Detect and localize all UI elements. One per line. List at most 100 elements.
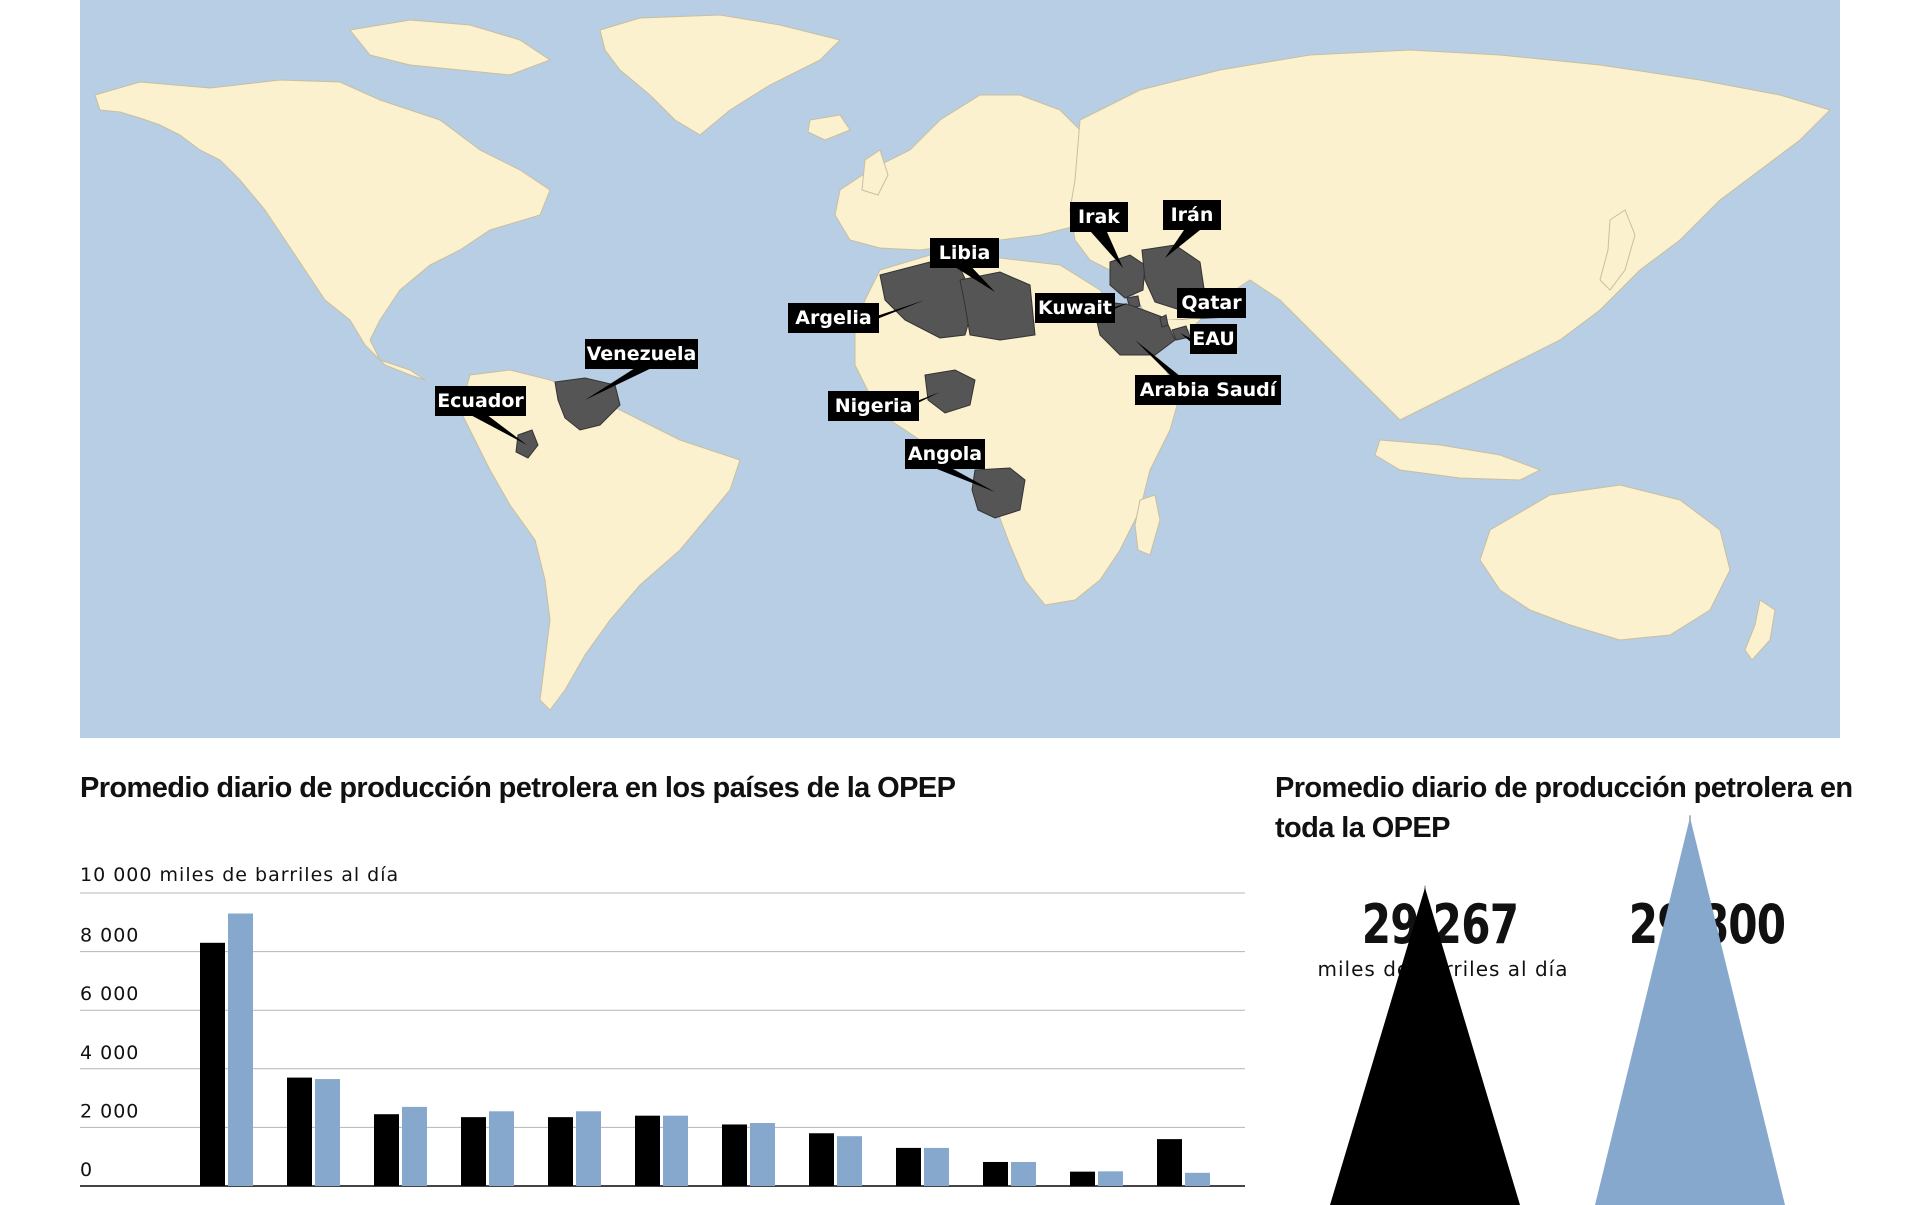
bar-black-3 bbox=[374, 1114, 399, 1186]
map-label-text: Arabia Saudí bbox=[1140, 379, 1278, 401]
new-zealand bbox=[1744, 599, 1776, 661]
y-axis-unit: miles de barriles al día bbox=[160, 864, 400, 886]
map-label-text: Kuwait bbox=[1038, 297, 1112, 319]
indonesia bbox=[1374, 439, 1542, 481]
country-labels: Ecuador Venezuela Argelia Libia Nigeria Angol… bbox=[435, 200, 1281, 492]
member-venezuela bbox=[554, 377, 621, 431]
japan bbox=[1599, 209, 1636, 291]
total-opec-chart-svg bbox=[1330, 815, 1785, 1205]
map-label-box bbox=[1035, 293, 1115, 323]
map-label-box bbox=[930, 238, 999, 268]
map-label-box bbox=[1163, 200, 1221, 230]
total-chart-title: Promedio diario de producción petrolera … bbox=[1275, 772, 1853, 844]
bar-blue-1 bbox=[228, 913, 253, 1186]
bar-black-9 bbox=[896, 1147, 921, 1186]
total-triangle-2 bbox=[1595, 817, 1785, 1205]
map-label-box bbox=[1177, 288, 1246, 318]
map-label-arabia: Arabia Saudí bbox=[1135, 340, 1281, 405]
north-america bbox=[94, 79, 551, 381]
map-label-text: Qatar bbox=[1181, 292, 1242, 314]
bar-blue-5 bbox=[576, 1111, 601, 1186]
map-label-text: Irán bbox=[1171, 204, 1214, 226]
bar-black-7 bbox=[722, 1124, 747, 1186]
map-label-pointer bbox=[472, 416, 527, 445]
opec-members bbox=[515, 244, 1206, 519]
bar-black-10 bbox=[983, 1161, 1008, 1186]
map-label-pointer bbox=[585, 369, 650, 400]
member-angola bbox=[971, 467, 1026, 519]
map-label-text: Ecuador bbox=[437, 390, 524, 412]
total-triangle-1 bbox=[1330, 887, 1520, 1205]
member-qatar bbox=[1159, 314, 1169, 328]
member-ecuador bbox=[515, 429, 539, 459]
bar-blue-2 bbox=[315, 1079, 340, 1186]
bar-black-12 bbox=[1157, 1139, 1182, 1186]
world-map-svg: Ecuador Venezuela Argelia Libia Nigeria Angol… bbox=[80, 0, 1840, 738]
map-label-argelia: Argelia bbox=[788, 300, 925, 333]
bar-black-11 bbox=[1070, 1171, 1095, 1186]
map-label-box bbox=[1190, 324, 1237, 354]
map-label-text: Irak bbox=[1078, 206, 1120, 228]
bar-blue-4 bbox=[489, 1111, 514, 1186]
bar-blue-11 bbox=[1098, 1171, 1123, 1186]
map-label-text: Nigeria bbox=[835, 395, 913, 417]
y-tick-label: 6 000 bbox=[80, 983, 139, 1005]
map-label-ecuador: Ecuador bbox=[435, 386, 527, 445]
map-label-libia: Libia bbox=[930, 238, 999, 292]
map-label-pointer bbox=[1091, 232, 1123, 268]
map-label-irak: Irak bbox=[1070, 202, 1128, 268]
bar-blue-8 bbox=[837, 1136, 862, 1186]
map-label-box bbox=[435, 386, 526, 416]
y-tick-label-top: 10 000 bbox=[80, 864, 160, 886]
map-label-box bbox=[788, 303, 879, 333]
y-tick-label: 8 000 bbox=[80, 925, 139, 947]
y-tick-label: 2 000 bbox=[80, 1100, 139, 1122]
map-label-box bbox=[1070, 202, 1128, 232]
world-map: Ecuador Venezuela Argelia Libia Nigeria Angol… bbox=[80, 0, 1840, 738]
bar-black-1 bbox=[200, 942, 225, 1186]
map-label-angola: Angola bbox=[905, 439, 995, 492]
british-isles bbox=[861, 149, 889, 196]
bar-blue-12 bbox=[1185, 1172, 1210, 1186]
bar-black-6 bbox=[635, 1115, 660, 1186]
bar-black-2 bbox=[287, 1077, 312, 1186]
countries-chart-title: Promedio diario de producción petrolera … bbox=[80, 772, 956, 804]
map-label-text: Libia bbox=[939, 242, 991, 264]
map-label-eau: EAU bbox=[1180, 324, 1237, 354]
bar-blue-10 bbox=[1011, 1161, 1036, 1186]
map-label-box bbox=[828, 391, 919, 421]
map-label-box bbox=[905, 439, 985, 469]
map-label-text: Venezuela bbox=[587, 343, 697, 365]
bar-blue-7 bbox=[750, 1123, 775, 1186]
bar-black-4 bbox=[461, 1117, 486, 1186]
map-label-iran: Irán bbox=[1163, 200, 1221, 258]
y-tick-label: 4 000 bbox=[80, 1042, 139, 1064]
y-tick-label: 0 bbox=[80, 1159, 93, 1181]
map-label-venezuela: Venezuela bbox=[585, 339, 698, 400]
total-opec-chart: 29 267 29 800 miles de barriles al día bbox=[1260, 760, 1920, 1205]
iceland bbox=[807, 114, 851, 141]
member-nigeria bbox=[924, 369, 976, 414]
greenland bbox=[599, 14, 841, 136]
map-label-pointer bbox=[956, 268, 995, 292]
bar-blue-3 bbox=[402, 1106, 427, 1186]
map-label-kuwait: Kuwait bbox=[1035, 293, 1130, 323]
member-irak bbox=[1109, 254, 1146, 299]
map-label-nigeria: Nigeria bbox=[828, 391, 940, 421]
arctic-islands bbox=[349, 19, 552, 76]
bar-black-5 bbox=[548, 1117, 573, 1186]
australia bbox=[1479, 484, 1731, 641]
map-label-box bbox=[1135, 375, 1281, 405]
bar-black-8 bbox=[809, 1133, 834, 1186]
map-label-pointer bbox=[1165, 230, 1200, 258]
madagascar bbox=[1134, 494, 1161, 556]
bar-blue-9 bbox=[924, 1147, 949, 1186]
map-label-pointer bbox=[1162, 318, 1220, 320]
map-label-text: Angola bbox=[908, 443, 982, 465]
y-axis-top-label: 10 000 miles de barriles al día bbox=[80, 864, 399, 886]
map-label-box bbox=[585, 339, 698, 369]
map-label-pointer bbox=[937, 469, 995, 492]
map-label-text: Argelia bbox=[795, 307, 871, 329]
map-label-text: EAU bbox=[1192, 328, 1235, 350]
member-libia bbox=[959, 271, 1036, 341]
